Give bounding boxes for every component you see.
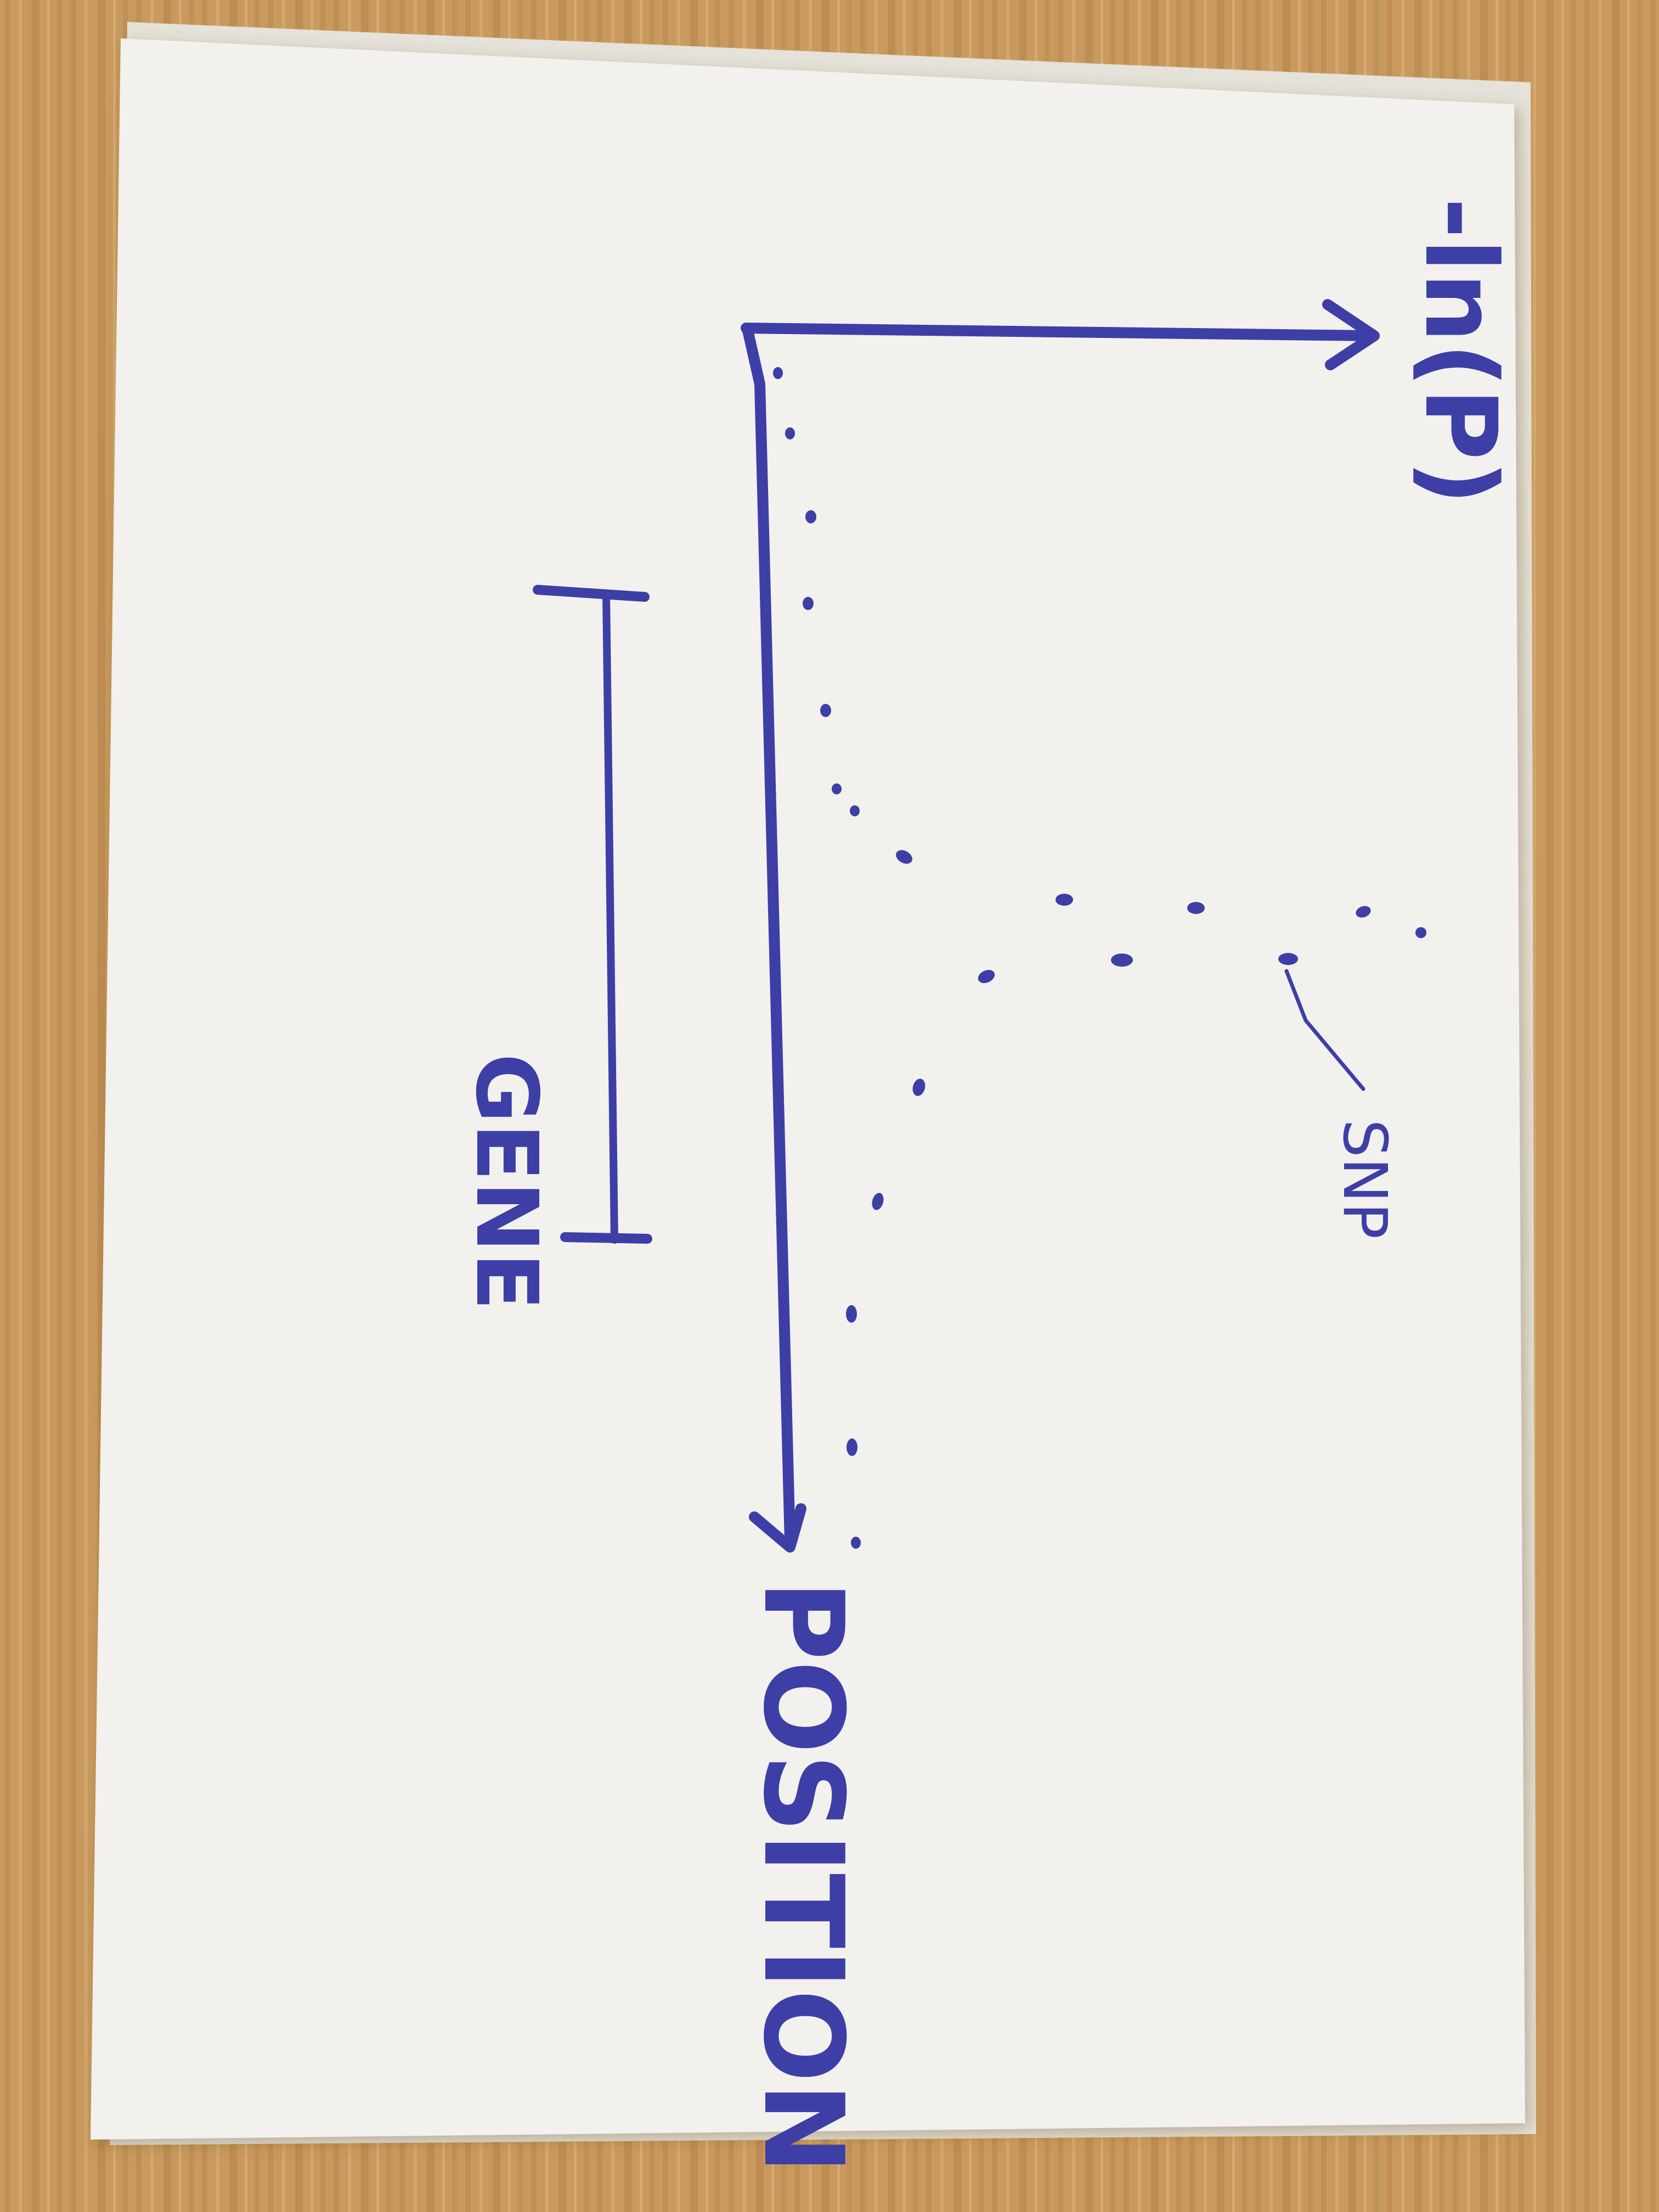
snp-point [785,427,795,439]
x-axis-arrowhead [1322,299,1380,370]
snp-point [846,1305,857,1323]
gene-span-bottom-cap [560,1232,652,1244]
gene-label: GENE [457,1053,556,1311]
gene-span-line [602,591,618,1244]
snp-point [1356,906,1371,918]
y-axis [742,323,806,1553]
snp-point [1187,902,1205,914]
x-axis-line [741,323,1377,341]
snp-point [832,783,842,794]
gene-span [533,585,652,1244]
snp-point [1415,927,1426,938]
x-axis [741,299,1380,370]
y-axis-label: POSITION [739,1580,867,2174]
snp-point [872,1193,884,1210]
snp-point [820,704,831,717]
snp-point [805,510,816,523]
snp-points [773,367,1426,1549]
snp-point [850,805,860,816]
snp-point [896,850,912,864]
x-axis-label: -ln(P) [1403,198,1517,505]
snp-point [803,597,814,610]
snp-point [773,367,783,379]
snp-leader-line [1284,969,1365,1091]
snp-label: SNP [1330,1119,1400,1239]
snp-point [1278,953,1298,965]
snp-point [1111,953,1133,967]
paper-sheet [91,38,1525,2140]
snp-point [978,969,995,984]
y-axis-arrowhead [749,1503,806,1553]
snp-point [847,1438,857,1456]
snp-point [912,1079,926,1096]
y-axis-line [742,323,795,1547]
snp-point [851,1537,861,1549]
snp-point [1056,894,1073,906]
gene-span-top-cap [533,585,650,602]
